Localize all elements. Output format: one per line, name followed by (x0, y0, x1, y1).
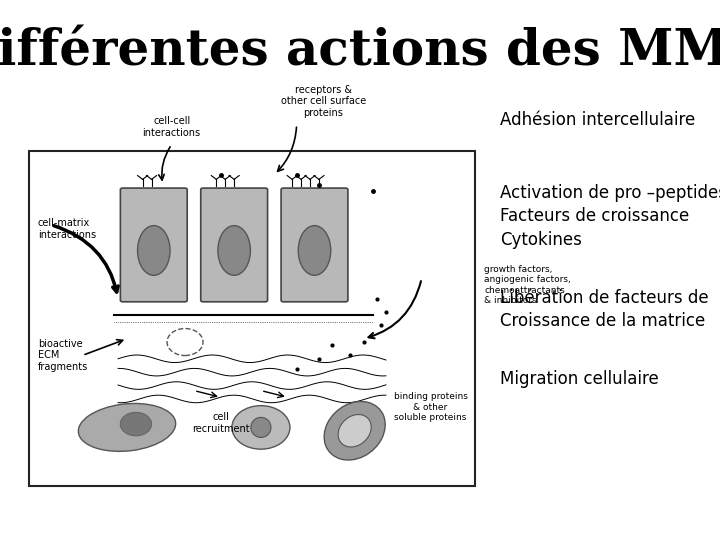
Ellipse shape (218, 226, 251, 275)
FancyBboxPatch shape (281, 188, 348, 302)
Ellipse shape (78, 403, 176, 451)
Text: Activation de pro –peptides
Facteurs de croissance
Cytokines: Activation de pro –peptides Facteurs de … (500, 184, 720, 249)
Text: Adhésion intercellulaire: Adhésion intercellulaire (500, 111, 696, 129)
Text: cell-matrix
interactions: cell-matrix interactions (37, 218, 96, 240)
Circle shape (232, 406, 290, 449)
Text: Libération de facteurs de
Croissance de la matrice: Libération de facteurs de Croissance de … (500, 289, 709, 330)
Text: cell
recruitment: cell recruitment (192, 413, 250, 434)
Ellipse shape (120, 413, 152, 436)
Ellipse shape (324, 401, 385, 460)
Text: Migration cellulaire: Migration cellulaire (500, 370, 659, 388)
Text: Différentes actions des MMP: Différentes actions des MMP (0, 27, 720, 76)
FancyBboxPatch shape (120, 188, 187, 302)
Text: receptors &
other cell surface
proteins: receptors & other cell surface proteins (281, 85, 366, 118)
Ellipse shape (138, 226, 170, 275)
Text: bioactive
ECM
fragments: bioactive ECM fragments (37, 339, 88, 372)
FancyBboxPatch shape (201, 188, 268, 302)
Ellipse shape (298, 226, 330, 275)
FancyBboxPatch shape (29, 151, 475, 486)
Circle shape (167, 328, 203, 355)
Ellipse shape (338, 415, 372, 447)
Text: cell-cell
interactions: cell-cell interactions (143, 116, 201, 138)
Text: growth factors,
angiogenic factors,
chemoattractants
& inhibitors: growth factors, angiogenic factors, chem… (484, 265, 571, 305)
Text: binding proteins
& other
soluble proteins: binding proteins & other soluble protein… (394, 392, 467, 422)
Ellipse shape (251, 417, 271, 437)
